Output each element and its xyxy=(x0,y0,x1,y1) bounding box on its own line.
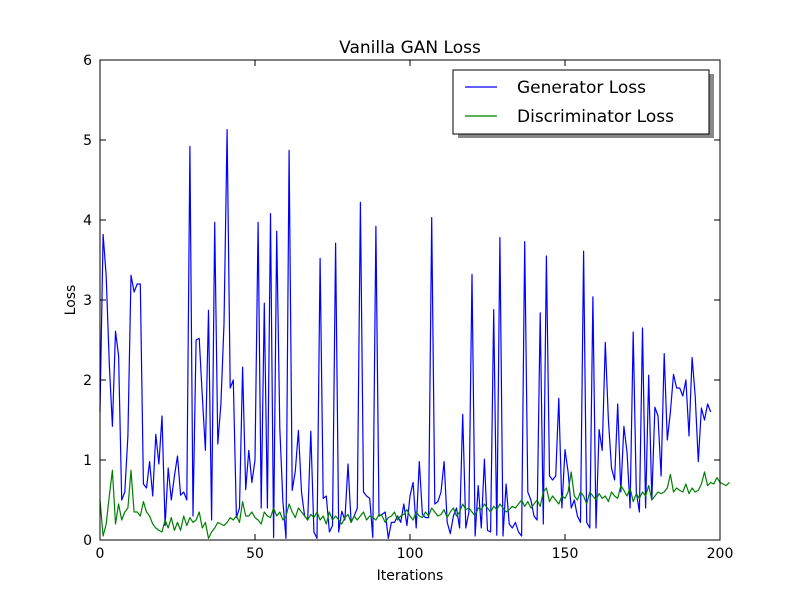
x-tick-label: 150 xyxy=(552,546,579,562)
legend-box xyxy=(452,69,710,135)
legend-label-generator: Generator Loss xyxy=(517,78,646,98)
chart-title: Vanilla GAN Loss xyxy=(339,38,481,58)
series-line-generator-loss xyxy=(99,129,712,540)
x-tick-label: 100 xyxy=(397,546,424,562)
x-axis-label: Iterations xyxy=(377,568,444,584)
y-tick-label: 2 xyxy=(83,373,92,389)
legend: Generator Loss Discriminator Loss xyxy=(452,69,714,138)
y-tick-label: 4 xyxy=(83,213,92,229)
x-tick-label: 0 xyxy=(96,546,105,562)
ticks-layer: 0 50 100 150 200 0 1 2 3 4 5 6 xyxy=(83,53,733,562)
legend-label-discriminator: Discriminator Loss xyxy=(517,107,674,127)
x-tick-label: 50 xyxy=(246,546,264,562)
y-tick-label: 0 xyxy=(83,533,92,549)
series-layer xyxy=(99,129,730,540)
y-tick-label: 5 xyxy=(83,133,92,149)
y-tick-label: 6 xyxy=(83,53,92,69)
x-tick-label: 200 xyxy=(707,546,734,562)
y-tick-label: 3 xyxy=(83,293,92,309)
series-line-discriminator-loss xyxy=(99,469,730,540)
y-axis-label: Loss xyxy=(63,285,79,316)
y-tick-label: 1 xyxy=(83,453,92,469)
